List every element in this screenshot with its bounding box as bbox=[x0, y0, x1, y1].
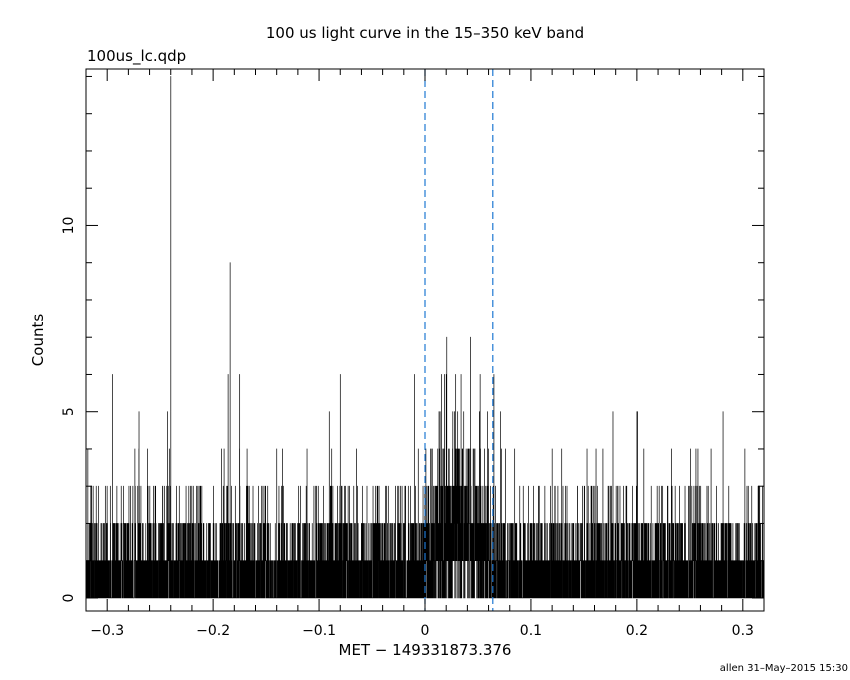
axis-ticks bbox=[85, 69, 765, 611]
counts-step-line bbox=[85, 76, 765, 599]
x-tick-label: −0.2 bbox=[196, 623, 230, 639]
marker-lines bbox=[424, 69, 494, 611]
footer-stamp: allen 31–May–2015 15:30 bbox=[720, 663, 848, 674]
y-axis-label: Counts bbox=[29, 314, 47, 367]
x-tick-label: 0.1 bbox=[520, 623, 542, 639]
x-tick-label: −0.3 bbox=[90, 623, 124, 639]
x-tick-label: 0.3 bbox=[732, 623, 754, 639]
y-tick-label: 0 bbox=[61, 594, 77, 603]
plot-frame bbox=[85, 68, 765, 612]
x-tick-label: 0.2 bbox=[626, 623, 648, 639]
y-tick-labels: 0 5 10 bbox=[61, 217, 77, 603]
x-tick-label: −0.1 bbox=[302, 623, 336, 639]
x-tick-label: 0 bbox=[421, 623, 430, 639]
y-tick-label: 10 bbox=[61, 217, 77, 235]
counts-histogram bbox=[85, 76, 765, 599]
y-tick-label: 5 bbox=[61, 407, 77, 416]
x-axis-label: MET − 149331873.376 bbox=[339, 641, 512, 659]
file-label: 100us_lc.qdp bbox=[87, 47, 186, 66]
x-tick-labels: −0.3 −0.2 −0.1 0 0.1 0.2 0.3 bbox=[90, 623, 754, 639]
chart-title: 100 us light curve in the 15–350 keV ban… bbox=[266, 24, 584, 42]
